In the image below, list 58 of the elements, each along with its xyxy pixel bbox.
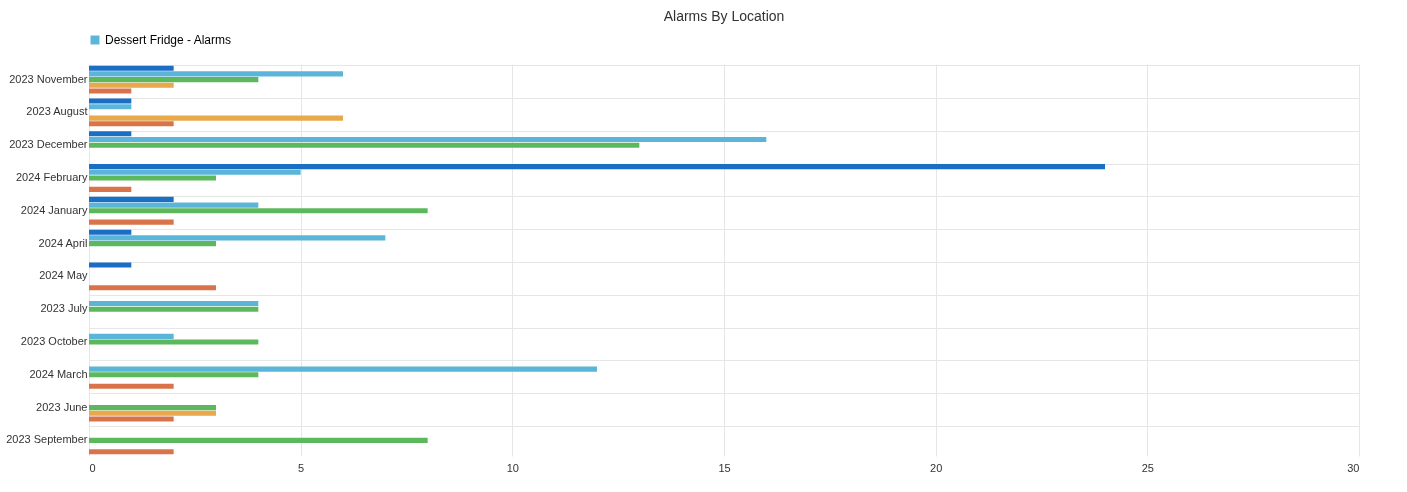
bar — [89, 241, 216, 247]
y-tick-label: 2024 January — [20, 203, 88, 216]
legend-label: Dessert Fridge - Alarms — [105, 33, 232, 47]
bar — [89, 131, 132, 137]
bar — [89, 82, 174, 88]
bar — [89, 196, 174, 202]
bar — [89, 410, 216, 416]
y-tick-label: 2023 June — [36, 400, 88, 413]
y-tick-label: 2024 March — [29, 367, 88, 380]
bar — [89, 71, 343, 77]
bar — [89, 416, 174, 422]
bar — [89, 136, 767, 143]
x-tick-label: 30 — [1347, 461, 1360, 474]
y-tick-label: 2024 May — [39, 269, 88, 282]
bar — [89, 164, 1105, 170]
bar — [89, 285, 216, 291]
y-tick-label: 2023 September — [6, 433, 88, 446]
x-tick-label: 5 — [298, 461, 305, 474]
x-tick-label: 15 — [718, 461, 731, 474]
bar — [89, 115, 343, 121]
bar — [89, 300, 259, 307]
bar — [89, 339, 259, 345]
bar — [89, 77, 259, 83]
y-tick-label: 2023 August — [26, 105, 88, 118]
y-tick-label: 2023 July — [40, 302, 88, 315]
bar — [89, 405, 216, 411]
bar — [89, 235, 386, 241]
y-tick-label: 2023 October — [20, 335, 88, 348]
bar — [89, 449, 174, 455]
bar — [89, 383, 174, 389]
y-tick-label: 2024 February — [15, 170, 88, 183]
bar — [89, 121, 174, 127]
bar — [89, 262, 132, 268]
bar — [89, 104, 132, 110]
bar — [89, 186, 132, 192]
bar — [89, 208, 428, 214]
y-tick-label: 2023 December — [9, 138, 88, 151]
bar — [89, 98, 132, 104]
bar — [89, 175, 216, 181]
bar — [89, 219, 174, 225]
x-tick-label: 25 — [1141, 461, 1154, 474]
y-tick-label: 2024 April — [38, 236, 88, 249]
bar — [89, 142, 640, 148]
bar — [89, 88, 132, 94]
bar — [89, 372, 259, 378]
bar — [89, 333, 174, 339]
bar — [89, 306, 259, 312]
x-tick-label: 0 — [89, 461, 96, 474]
bar — [89, 366, 597, 372]
x-tick-label: 10 — [506, 461, 519, 474]
x-tick-label: 20 — [930, 461, 943, 474]
chart-title: Alarms By Location — [663, 8, 785, 24]
bar — [89, 65, 174, 71]
y-tick-label: 2023 November — [9, 72, 88, 85]
bar — [89, 229, 132, 235]
bar — [89, 202, 259, 208]
bar — [89, 437, 428, 443]
bar — [89, 169, 301, 175]
